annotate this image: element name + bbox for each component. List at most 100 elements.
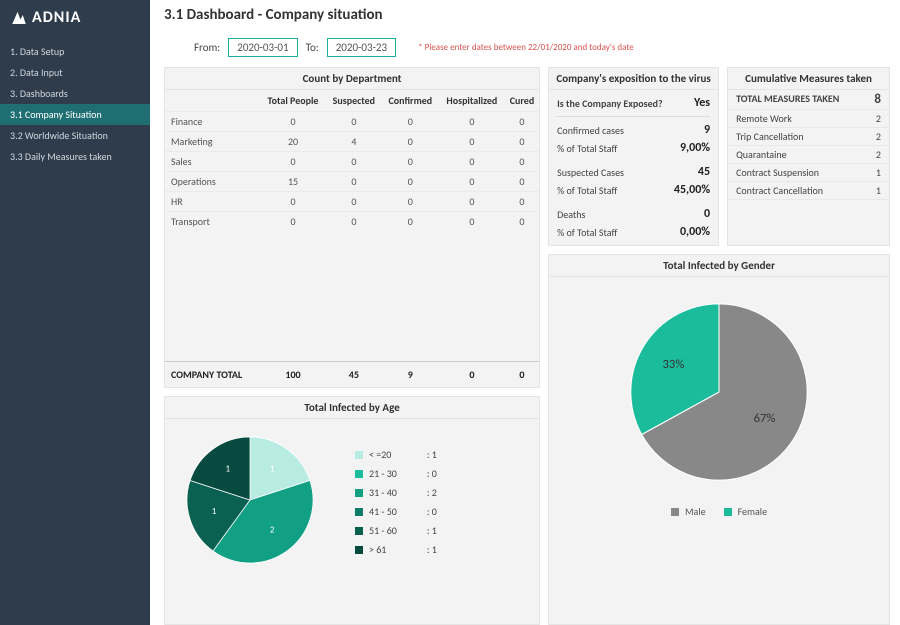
table-cell: 0	[260, 192, 326, 212]
legend-item: 31 - 40	[355, 486, 397, 499]
to-label: To:	[306, 41, 319, 54]
measures-row: Contract Cancellation1	[728, 182, 889, 200]
gender-legend: Male Female	[671, 505, 767, 518]
exposition-question-row: Is the Company Exposed? Yes	[557, 94, 710, 117]
exposition-row: Confirmed cases9	[557, 121, 710, 139]
legend-value: : 1	[427, 524, 437, 537]
age-chart-body: 1211 < =2021 - 3031 - 4041 - 5051 - 60> …	[165, 419, 539, 586]
legend-item: 21 - 30	[355, 467, 397, 480]
gender-chart-panel: Total Infected by Gender 67%33% MaleFema…	[548, 254, 890, 625]
dept-table-total-row: COMPANY TOTAL10045900	[165, 361, 539, 387]
nav-list: 1. Data Setup2. Data Input3. Dashboards3…	[0, 41, 150, 167]
table-cell: 0	[439, 192, 505, 212]
legend-value: : 0	[427, 505, 437, 518]
table-cell: 0	[505, 192, 539, 212]
table-cell: 0	[505, 112, 539, 132]
left-column: Count by Department Total PeopleSuspecte…	[164, 67, 540, 625]
table-row: Finance00000	[165, 112, 539, 132]
pie-slice-label: 33%	[663, 357, 685, 372]
page-title: 3.1 Dashboard - Company situation	[164, 6, 890, 24]
top-right-row: Company's exposition to the virus Is the…	[548, 67, 890, 246]
gender-pie-chart: 67% 33%	[614, 287, 824, 497]
nav-item[interactable]: 3. Dashboards	[0, 83, 150, 104]
total-label: COMPANY TOTAL	[165, 361, 260, 387]
table-cell: 4	[326, 132, 382, 152]
measures-row: Remote Work2	[728, 110, 889, 128]
table-cell: 20	[260, 132, 326, 152]
dept-panel: Count by Department Total PeopleSuspecte…	[164, 67, 540, 388]
age-chart-panel: Total Infected by Age 1 2 1 1 < =20 21 - 30 3…	[164, 396, 540, 625]
table-cell: 0	[382, 152, 439, 172]
pie-slice-label: 2	[270, 524, 275, 535]
exposition-row: % of Total Staff45,00%	[557, 181, 710, 199]
table-cell: 0	[505, 152, 539, 172]
total-cell: 45	[326, 361, 382, 387]
dept-col-header: Hospitalized	[439, 90, 505, 112]
exposition-row: % of Total Staff0,00%	[557, 223, 710, 241]
table-cell: 0	[382, 212, 439, 232]
gender-chart-body: 67% 33% Male Female	[549, 277, 889, 528]
table-cell: 0	[505, 212, 539, 232]
table-cell: 0	[505, 132, 539, 152]
dept-col-header: Confirmed	[382, 90, 439, 112]
measures-total-value: 8	[874, 92, 881, 107]
table-cell: 0	[439, 212, 505, 232]
table-row: Sales00000	[165, 152, 539, 172]
dept-table-header: Total PeopleSuspectedConfirmedHospitaliz…	[165, 90, 539, 112]
nav-item[interactable]: 1. Data Setup	[0, 41, 150, 62]
dept-col-header	[165, 90, 260, 112]
legend-item: Female	[724, 505, 767, 518]
legend-item: < =20	[355, 448, 397, 461]
brand-text: ADNIA	[32, 8, 81, 27]
measures-total-label: TOTAL MEASURES TAKEN	[736, 92, 839, 107]
table-cell: 0	[505, 172, 539, 192]
measures-row: Quarantaine2	[728, 146, 889, 164]
pie-slice-label: 1	[212, 505, 217, 516]
legend-item: Male	[671, 505, 706, 518]
age-pie-wrap: 1 2 1 1	[175, 425, 325, 580]
table-cell: 0	[326, 152, 382, 172]
exposition-row: Suspected Cases45	[557, 163, 710, 181]
age-legend: < =2021 - 3031 - 4041 - 5051 - 60> 61 : …	[355, 448, 437, 556]
to-date-input[interactable]: 2020-03-23	[327, 38, 396, 57]
legend-item: 51 - 60	[355, 524, 397, 537]
date-warning: * Please enter dates between 22/01/2020 …	[418, 42, 634, 53]
sidebar: ADNIA 1. Data Setup2. Data Input3. Dashb…	[0, 0, 150, 625]
legend-value: : 1	[427, 543, 437, 556]
from-date-input[interactable]: 2020-03-01	[228, 38, 297, 57]
table-row: Marketing204000	[165, 132, 539, 152]
pie-slice-label: 67%	[754, 411, 776, 426]
table-row: Operations150000	[165, 172, 539, 192]
measures-total-row: TOTAL MEASURES TAKEN 8	[728, 90, 889, 110]
pie-slice-label: 1	[270, 463, 275, 474]
content-grid: Count by Department Total PeopleSuspecte…	[164, 67, 890, 625]
table-cell: 0	[382, 132, 439, 152]
dept-col-header: Total People	[260, 90, 326, 112]
nav-item[interactable]: 3.2 Worldwide Situation	[0, 125, 150, 146]
nav-item[interactable]: 3.3 Daily Measures taken	[0, 146, 150, 167]
table-cell: Marketing	[165, 132, 260, 152]
dept-table: Total PeopleSuspectedConfirmedHospitaliz…	[165, 90, 539, 387]
exposition-title: Company's exposition to the virus	[549, 68, 718, 90]
exposition-row: Deaths0	[557, 205, 710, 223]
table-cell: 0	[260, 152, 326, 172]
measures-row: Contract Suspension1	[728, 164, 889, 182]
nav-item[interactable]: 3.1 Company Situation	[0, 104, 150, 125]
table-cell: 0	[260, 212, 326, 232]
table-cell: HR	[165, 192, 260, 212]
table-cell: Operations	[165, 172, 260, 192]
table-cell: Sales	[165, 152, 260, 172]
table-cell: 0	[326, 192, 382, 212]
age-chart-title: Total Infected by Age	[165, 397, 539, 419]
nav-item[interactable]: 2. Data Input	[0, 62, 150, 83]
pie-slice-label: 1	[226, 463, 231, 474]
table-cell: 0	[382, 192, 439, 212]
table-cell: 0	[382, 112, 439, 132]
legend-value: : 0	[427, 467, 437, 480]
table-row: HR00000	[165, 192, 539, 212]
table-cell: 0	[439, 112, 505, 132]
legend-item: > 61	[355, 543, 397, 556]
from-label: From:	[194, 41, 220, 54]
table-cell: 0	[382, 172, 439, 192]
table-cell: 0	[260, 112, 326, 132]
